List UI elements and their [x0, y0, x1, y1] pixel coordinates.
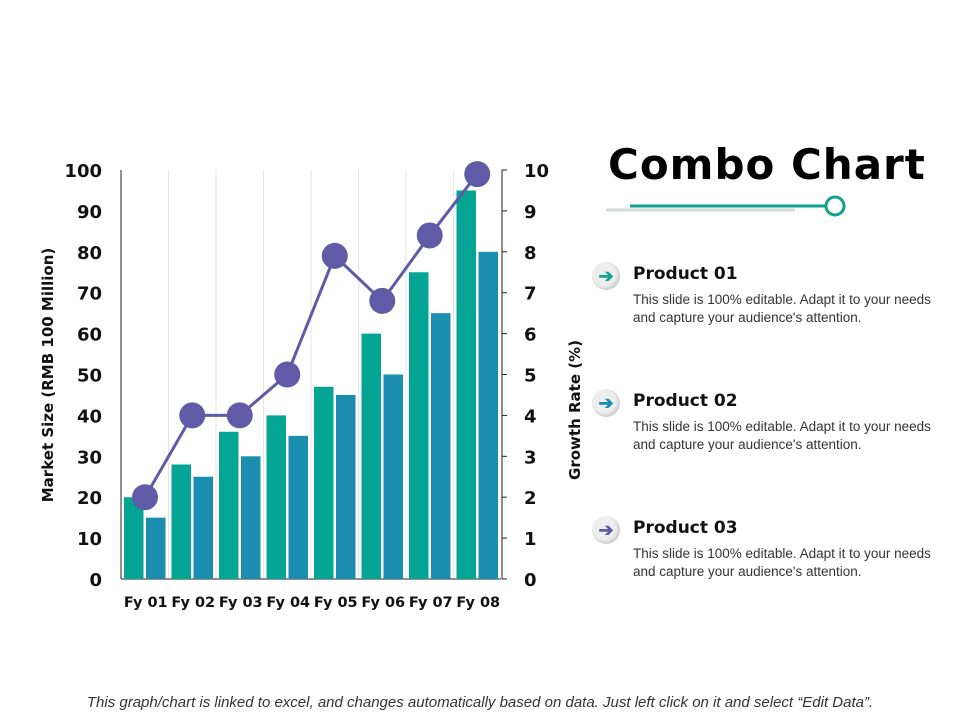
product-title: Product 03	[633, 518, 738, 538]
bar-series1	[409, 272, 429, 579]
y-tick-label: 80	[77, 243, 102, 264]
bar-series2	[146, 517, 166, 579]
bar-series1	[314, 386, 334, 579]
y2-tick-label: 1	[524, 529, 537, 550]
y-axis-title: Market Size (RMB 100 Million)	[39, 248, 57, 503]
growth-point	[416, 222, 443, 249]
product-title: Product 02	[633, 391, 738, 411]
x-tick-label: Fy 01	[124, 595, 168, 611]
bar-series2	[193, 476, 213, 579]
y2-tick-label: 0	[524, 570, 537, 591]
product-description: This slide is 100% editable. Adapt it to…	[633, 546, 931, 579]
x-tick-label: Fy 03	[219, 595, 263, 611]
arrow-right-icon: ➔	[592, 389, 620, 417]
y2-tick-label: 6	[524, 325, 537, 346]
y-tick-label: 50	[77, 366, 102, 387]
product-title: Product 01	[633, 264, 738, 284]
x-tick-label: Fy 05	[314, 595, 358, 611]
y2-axis-title: Growth Rate (%)	[566, 340, 584, 480]
arrow-right-icon: ➔	[592, 262, 620, 290]
y2-tick-label: 8	[524, 243, 537, 264]
slide-title: Combo Chart	[608, 140, 926, 189]
bar-series1	[124, 497, 144, 579]
bar-series2	[241, 456, 261, 579]
title-underline-decoration	[606, 195, 846, 217]
growth-point	[464, 161, 491, 188]
product-description: This slide is 100% editable. Adapt it to…	[633, 419, 931, 452]
growth-point	[132, 484, 158, 511]
y-tick-label: 60	[77, 325, 102, 346]
y-tick-label: 10	[77, 529, 102, 550]
bar-series1	[266, 415, 286, 579]
x-tick-label: Fy 02	[171, 595, 215, 611]
growth-point	[179, 402, 206, 429]
y2-tick-label: 10	[524, 161, 549, 182]
y-tick-label: 40	[77, 406, 102, 427]
y2-tick-label: 9	[524, 202, 537, 223]
footer-note: This graph/chart is linked to excel, and…	[86, 694, 874, 711]
x-tick-label: Fy 04	[266, 595, 310, 611]
growth-point	[369, 287, 396, 314]
y2-tick-label: 3	[524, 447, 537, 468]
growth-point	[226, 402, 253, 429]
y-tick-label: 0	[89, 570, 102, 591]
bar-series2	[431, 313, 451, 579]
arrow-right-icon: ➔	[592, 516, 620, 544]
y-tick-label: 30	[77, 447, 102, 468]
bar-series2	[336, 394, 356, 579]
y-tick-label: 20	[77, 488, 102, 509]
bar-series1	[171, 464, 191, 579]
bar-series2	[383, 374, 403, 579]
bar-series2	[478, 251, 498, 580]
bar-series1	[456, 190, 476, 579]
product-description: This slide is 100% editable. Adapt it to…	[633, 292, 931, 325]
bar-series2	[288, 435, 308, 579]
growth-point	[321, 242, 348, 269]
bar-series1	[361, 333, 381, 579]
growth-point	[274, 361, 301, 388]
y2-tick-label: 7	[524, 284, 537, 305]
y2-tick-label: 2	[524, 488, 537, 509]
bar-series1	[219, 431, 239, 579]
y-tick-label: 100	[64, 161, 102, 182]
y2-tick-label: 5	[524, 366, 537, 387]
x-tick-label: Fy 06	[361, 595, 405, 611]
x-tick-label: Fy 08	[456, 595, 500, 611]
y-tick-label: 90	[77, 202, 102, 223]
y2-tick-label: 4	[524, 406, 537, 427]
x-tick-label: Fy 07	[409, 595, 453, 611]
y-tick-label: 70	[77, 284, 102, 305]
